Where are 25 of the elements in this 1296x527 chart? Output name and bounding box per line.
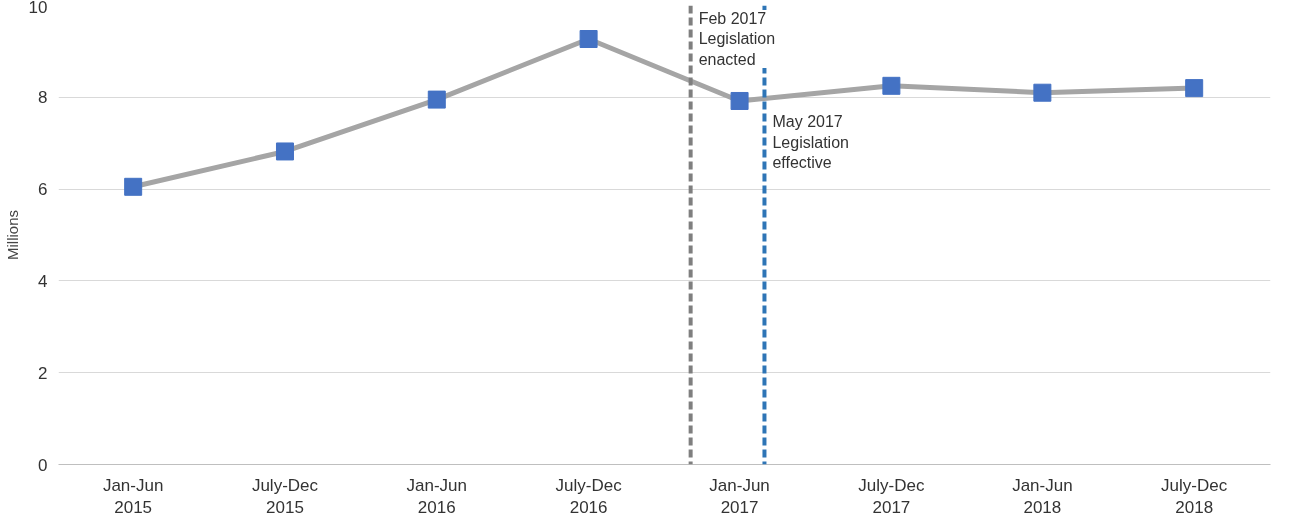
y-tick-label: 10 [28, 0, 48, 17]
point [579, 30, 598, 49]
point [275, 142, 294, 161]
x-tick-label: July-Dec 2017 [858, 475, 925, 518]
y-tick-label: 4 [38, 271, 48, 291]
ref-line-label: May 2017 Legislation effective [772, 113, 849, 172]
point [427, 90, 446, 109]
point [124, 177, 143, 196]
y-tick-label: 6 [38, 180, 48, 200]
point [1185, 79, 1204, 98]
y-tick-label: 8 [38, 88, 48, 108]
point [882, 76, 901, 95]
x-tick-label: July-Dec 2016 [555, 475, 623, 518]
point [730, 91, 749, 110]
ref-line-label: Feb 2017 Legislation enacted [698, 10, 776, 68]
x-tick-label: July-Dec 2015 [251, 475, 319, 518]
x-tick-label: Jan-Jun 2017 [709, 475, 770, 518]
x-tick-label: Jan-Jun 2016 [406, 475, 468, 518]
x-tick-label: July-Dec 2018 [1161, 475, 1228, 518]
x-tick-label: Jan-Jun 2018 [1012, 475, 1073, 518]
y-tick-label: 0 [38, 455, 48, 475]
point [1033, 83, 1052, 102]
x-tick-label: Jan-Jun 2015 [102, 475, 164, 518]
y-tick-label: 2 [38, 363, 48, 383]
y-axis-title: Millions [3, 209, 21, 260]
